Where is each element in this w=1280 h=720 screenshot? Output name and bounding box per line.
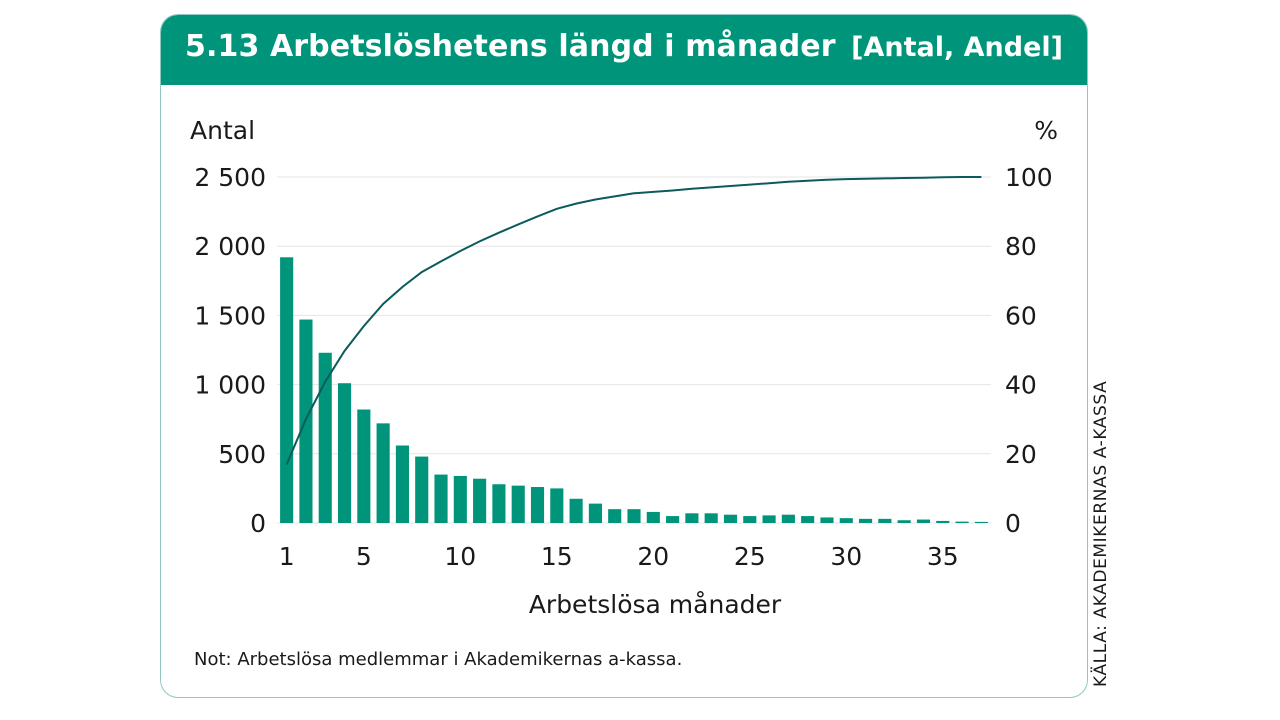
chart-header: 5.13 Arbetslöshetens längd i månader [An… xyxy=(161,15,1087,85)
bar-37 xyxy=(974,521,988,523)
chart-title: 5.13 Arbetslöshetens längd i månader xyxy=(185,29,836,64)
bar-35 xyxy=(936,520,950,523)
x-axis-title: Arbetslösa månader xyxy=(529,590,782,619)
x-tick-label: 30 xyxy=(830,542,862,571)
bar-24 xyxy=(723,514,738,523)
x-tick-label: 35 xyxy=(927,542,959,571)
bar-9 xyxy=(434,474,448,523)
bar-17 xyxy=(588,503,602,523)
y-left-axis-title: Antal xyxy=(190,116,255,145)
y-left-tick-label: 500 xyxy=(218,440,266,469)
bar-13 xyxy=(511,485,525,523)
y-right-tick-label: 20 xyxy=(1005,440,1037,469)
bar-28 xyxy=(801,516,815,523)
bar-27 xyxy=(781,514,795,523)
bar-36 xyxy=(955,521,969,523)
bar-21 xyxy=(666,516,680,523)
bar-18 xyxy=(608,509,622,523)
bar-5 xyxy=(357,409,371,523)
bar-31 xyxy=(859,518,873,523)
bar-30 xyxy=(839,518,853,523)
y-right-axis-title: % xyxy=(1034,116,1058,145)
bar-26 xyxy=(762,515,776,523)
bar-34 xyxy=(916,519,931,523)
bar-3 xyxy=(318,352,332,523)
bar-20 xyxy=(646,511,660,523)
bar-32 xyxy=(878,518,892,523)
y-left-tick-label: 1 500 xyxy=(194,301,266,330)
y-right-tick-label: 40 xyxy=(1005,371,1037,400)
y-right-tick-label: 0 xyxy=(1005,509,1021,538)
bar-10 xyxy=(453,475,467,523)
bar-1 xyxy=(280,257,294,523)
x-tick-label: 10 xyxy=(444,542,476,571)
bar-29 xyxy=(820,517,834,523)
bar-14 xyxy=(530,487,545,523)
x-tick-label: 20 xyxy=(637,542,669,571)
bar-22 xyxy=(685,513,699,523)
chart-note: Not: Arbetslösa medlemmar i Akademikerna… xyxy=(194,649,683,670)
bar-19 xyxy=(627,509,641,523)
unit-label: [Antal, Andel] xyxy=(851,32,1063,63)
bar-16 xyxy=(569,498,583,523)
share-line xyxy=(285,176,982,465)
bar-12 xyxy=(492,484,506,523)
x-tick-label: 15 xyxy=(541,542,573,571)
x-tick-label: 5 xyxy=(356,542,372,571)
chart-card: 5.13 Arbetslöshetens längd i månader [An… xyxy=(160,14,1088,698)
bar-8 xyxy=(415,456,429,523)
y-left-tick-label: 1 000 xyxy=(194,371,266,400)
bar-11 xyxy=(473,478,487,523)
bar-33 xyxy=(897,520,911,523)
y-right-tick-label: 60 xyxy=(1005,301,1037,330)
bar-4 xyxy=(337,383,352,523)
y-right-tick-label: 100 xyxy=(1005,163,1053,192)
bar-7 xyxy=(395,445,409,523)
x-tick-label: 1 xyxy=(279,542,295,571)
y-left-tick-label: 2 000 xyxy=(194,232,266,261)
bar-15 xyxy=(550,488,564,523)
x-tick-label: 25 xyxy=(734,542,766,571)
bar-6 xyxy=(376,423,390,523)
y-left-tick-label: 0 xyxy=(250,509,266,538)
bar-25 xyxy=(743,516,757,523)
bar-23 xyxy=(704,513,718,523)
source-label: KÄLLA: AKADEMIKERNAS A-KASSA xyxy=(1091,380,1111,687)
y-right-tick-label: 80 xyxy=(1005,232,1037,261)
y-left-tick-label: 2 500 xyxy=(194,163,266,192)
